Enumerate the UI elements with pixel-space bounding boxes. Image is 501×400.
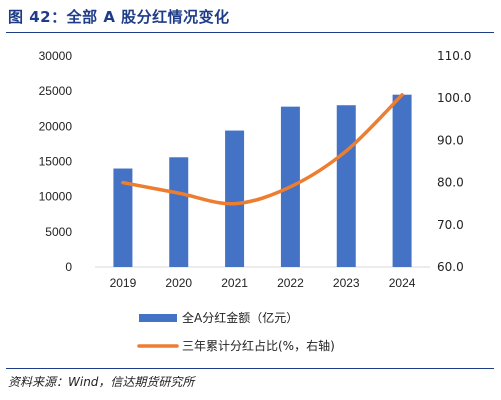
legend-label-line: 三年累计分红占比(%，右轴) <box>182 338 335 353</box>
bar <box>113 168 133 267</box>
bar <box>225 130 245 267</box>
x-axis-tick-label: 2024 <box>389 276 416 290</box>
series-line <box>121 93 404 206</box>
x-axis-tick-label: 2021 <box>221 276 248 290</box>
left-axis-tick-label: 25000 <box>39 84 73 98</box>
x-axis-tick-label: 2019 <box>110 276 137 290</box>
title-divider <box>6 32 494 33</box>
bar-series <box>113 94 412 267</box>
line-series <box>121 93 404 206</box>
bar <box>336 105 356 267</box>
bar <box>392 94 412 267</box>
left-axis-tick-label: 10000 <box>39 190 73 204</box>
right-axis-tick-label: 90.0 <box>437 133 464 147</box>
right-axis-tick-label: 70.0 <box>437 218 464 232</box>
right-axis-tick-label: 110.0 <box>437 49 471 63</box>
left-axis-tick-label: 15000 <box>39 155 73 169</box>
left-axis-tick-label: 20000 <box>39 119 73 133</box>
legend-swatch-bar <box>139 314 177 322</box>
left-axis-tick-label: 5000 <box>45 225 72 239</box>
x-axis-tick-label: 2020 <box>165 276 192 290</box>
x-axis-tick-label: 2022 <box>277 276 304 290</box>
bar <box>169 157 189 267</box>
legend-label-bar: 全A分红金额（亿元） <box>182 310 298 325</box>
source-note: 资料来源：Wind，信达期货研究所 <box>8 375 195 389</box>
x-axis-tick-label: 2023 <box>333 276 360 290</box>
source-divider <box>6 368 494 369</box>
left-axis-ticks: 0 5000 10000 15000 20000 25000 30000 <box>39 49 73 274</box>
chart-title: 图 42：全部 A 股分红情况变化 <box>8 8 230 26</box>
left-axis-tick-label: 0 <box>65 260 72 274</box>
right-axis-ticks: 60.0 70.0 80.0 90.0 100.0 110.0 <box>437 49 471 274</box>
right-axis-tick-label: 100.0 <box>437 91 471 105</box>
left-axis-tick-label: 30000 <box>39 49 73 63</box>
legend: 全A分红金额（亿元） 三年累计分红占比(%，右轴) <box>137 310 335 353</box>
x-axis-ticks: 2019 2020 2021 2022 2023 2024 <box>110 276 416 290</box>
right-axis-tick-label: 60.0 <box>437 260 464 274</box>
right-axis-tick-label: 80.0 <box>437 176 464 190</box>
